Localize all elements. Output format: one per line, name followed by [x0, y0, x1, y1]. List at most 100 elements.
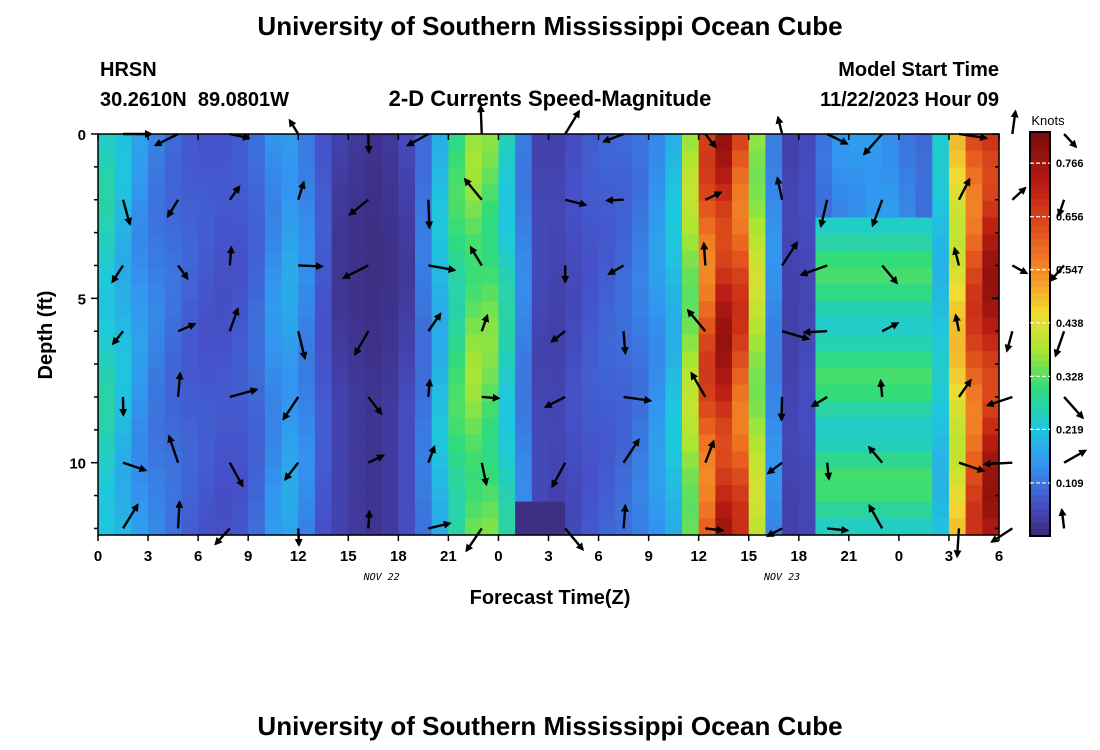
heatmap-cell — [648, 200, 666, 219]
heatmap-cell — [915, 167, 933, 185]
heatmap-cell — [465, 217, 483, 235]
colorbar-segment — [1030, 145, 1050, 153]
heatmap-cell — [832, 451, 850, 469]
heatmap-cell — [448, 284, 466, 302]
current-vector — [214, 527, 231, 546]
heatmap-cell — [448, 384, 466, 402]
heatmap-cell — [448, 468, 466, 486]
heatmap-cell — [531, 518, 550, 536]
heatmap-cell — [765, 484, 783, 503]
heatmap-cell — [298, 301, 316, 319]
heatmap-cell — [715, 250, 733, 269]
heatmap-cell — [248, 217, 266, 235]
heatmap-cell — [615, 284, 633, 302]
heatmap-cell — [465, 451, 483, 469]
heatmap-cell — [948, 451, 967, 469]
heatmap-cell — [648, 301, 666, 319]
heatmap-cell — [415, 468, 433, 486]
heatmap-cell — [848, 384, 867, 402]
colorbar-segment — [1030, 461, 1050, 470]
heatmap-cell — [498, 384, 516, 402]
heatmap-cell — [314, 518, 333, 536]
heatmap-cell — [98, 401, 116, 419]
heatmap-cell — [565, 267, 583, 285]
heatmap-cell — [615, 468, 633, 486]
heatmap-cell — [698, 317, 716, 336]
heatmap-cell — [982, 468, 1000, 486]
heatmap-cell — [214, 184, 233, 202]
heatmap-cell — [598, 484, 616, 503]
heatmap-cell — [631, 301, 650, 319]
colorbar-segment — [1030, 435, 1050, 443]
heatmap-cell — [915, 501, 933, 519]
heatmap-cell — [281, 184, 299, 202]
heatmap-cell — [548, 267, 566, 285]
heatmap-cell — [515, 167, 533, 185]
heatmap-cell — [665, 468, 683, 486]
heatmap-cell — [631, 451, 650, 469]
current-vector — [781, 241, 799, 267]
heatmap-cell — [948, 484, 967, 503]
current-vector — [700, 241, 709, 266]
heatmap-cell — [565, 217, 583, 235]
heatmap-cell — [665, 150, 683, 169]
heatmap-cell — [548, 434, 566, 453]
heatmap-cell — [932, 317, 950, 336]
heatmap-cell — [448, 250, 466, 269]
heatmap-cell — [131, 518, 149, 536]
heatmap-cell — [314, 301, 333, 319]
heatmap-cell — [898, 250, 917, 269]
heatmap-cell — [415, 518, 433, 536]
heatmap-cell — [915, 418, 933, 436]
heatmap-cell — [498, 317, 516, 336]
heatmap-cell — [314, 367, 333, 386]
heatmap-cell — [681, 334, 700, 352]
heatmap-cell — [982, 367, 1000, 386]
heatmap-cell — [598, 384, 616, 402]
heatmap-cell — [681, 468, 700, 486]
current-vector — [481, 393, 501, 402]
heatmap-cell — [248, 401, 266, 419]
heatmap-cell — [548, 501, 566, 519]
heatmap-cell — [665, 451, 683, 469]
current-vector — [827, 525, 850, 534]
heatmap-cell — [732, 134, 750, 152]
heatmap-cell — [932, 200, 950, 219]
heatmap-cell — [431, 334, 449, 352]
heatmap-cell — [598, 134, 616, 152]
heatmap-cell — [264, 351, 283, 369]
heatmap-cell — [631, 134, 650, 152]
heatmap-cell — [848, 501, 867, 519]
heatmap-cell — [498, 267, 516, 285]
heatmap-cell — [181, 418, 199, 436]
heatmap-cell — [98, 217, 116, 235]
current-vector — [620, 503, 629, 529]
colorbar-segment — [1030, 428, 1050, 436]
heatmap-cell — [765, 167, 783, 185]
current-vector — [867, 445, 884, 464]
colorbar-tick-label: 0.328 — [1056, 371, 1084, 383]
heatmap-cell — [565, 334, 583, 352]
colorbar-segment — [1030, 421, 1050, 429]
heatmap-cell — [815, 484, 833, 503]
heatmap-cell — [715, 301, 733, 319]
heatmap-cell — [331, 468, 349, 486]
heatmap-cell — [431, 250, 449, 269]
heatmap-cell — [581, 384, 600, 402]
heatmap-cell — [465, 150, 483, 169]
current-vector — [564, 109, 581, 135]
heatmap-cell — [565, 184, 583, 202]
heatmap-cell — [765, 150, 783, 169]
heatmap-cell — [665, 134, 683, 152]
heatmap-cell — [148, 334, 166, 352]
heatmap-cell — [448, 301, 466, 319]
heatmap-cell — [648, 518, 666, 536]
heatmap-cell — [815, 351, 833, 369]
heatmap-cell — [882, 217, 900, 235]
heatmap-cell — [548, 167, 566, 185]
heatmap-cell — [314, 167, 333, 185]
heatmap-cell — [598, 351, 616, 369]
heatmap-cell — [364, 334, 383, 352]
current-vector — [775, 115, 784, 135]
heatmap-cell — [465, 434, 483, 453]
